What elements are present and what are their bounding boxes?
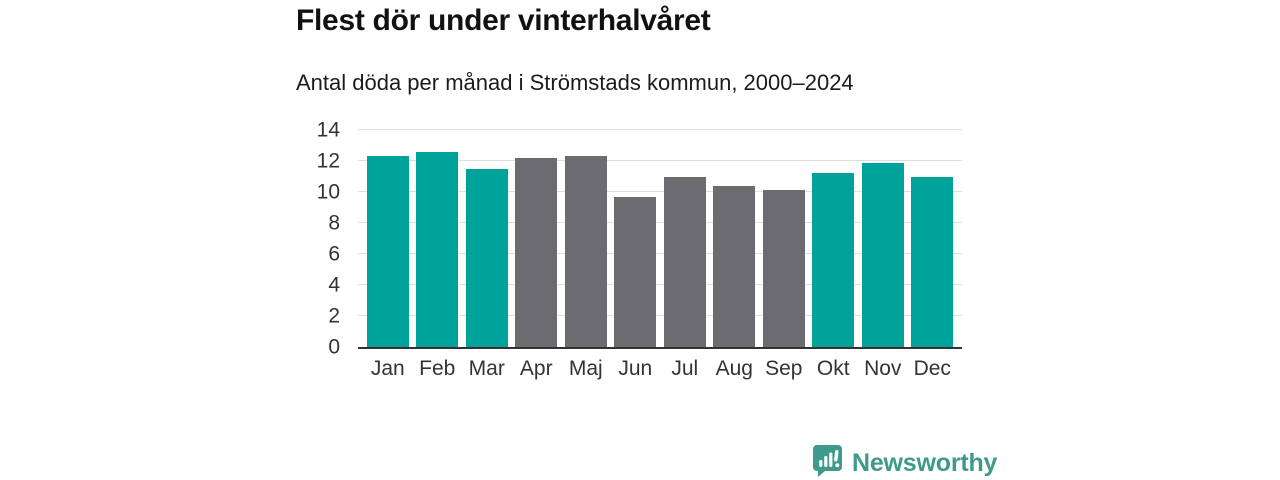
newsworthy-logo-text: Newsworthy (852, 449, 998, 477)
x-tick-label-maj: Maj (568, 357, 603, 380)
bar-feb (416, 151, 459, 347)
x-tick-label-apr: Apr (519, 357, 553, 380)
bar-slot-sep (759, 130, 809, 347)
newsworthy-logo-icon (812, 444, 843, 480)
bar-jul (663, 176, 706, 347)
y-tick-label-6: 6 (328, 242, 340, 266)
chart-title: Flest dör under vinterhalvåret (296, 4, 711, 37)
x-tick-label-feb: Feb (419, 357, 456, 380)
y-tick-label-0: 0 (328, 335, 340, 359)
x-axis-labels: Jan Feb Mar Apr Maj Jun Jul Aug Sep Okt Nov Dec (358, 357, 962, 381)
x-tick-label-sep: Sep (765, 357, 803, 380)
y-tick-label-10: 10 (316, 180, 340, 204)
bars (358, 130, 962, 347)
gridline-10 (358, 191, 962, 192)
bar-slot-maj (561, 130, 611, 347)
bar-slot-feb (413, 130, 463, 347)
y-tick-label-2: 2 (328, 304, 340, 328)
newsworthy-logo: Newsworthy (812, 444, 997, 480)
gridline-2 (358, 315, 962, 316)
bar-slot-aug (710, 130, 760, 347)
bar-nov (861, 162, 904, 347)
bar-apr (515, 157, 558, 347)
x-tick-label-mar: Mar (468, 357, 505, 380)
bar-jun (614, 196, 657, 347)
bar-maj (564, 156, 607, 347)
y-tick-label-8: 8 (328, 211, 340, 235)
bar-slot-apr (512, 130, 562, 347)
bar-jan (366, 156, 409, 347)
y-tick-label-14: 14 (316, 118, 340, 142)
gridline-4 (358, 284, 962, 285)
x-tick-label-jun: Jun (618, 357, 653, 380)
bar-slot-mar (462, 130, 512, 347)
bar-slot-jul (660, 130, 710, 347)
x-tick-label-jan: Jan (370, 357, 405, 380)
x-tick-label-jul: Jul (671, 357, 699, 380)
bar-aug (713, 185, 756, 347)
bar-slot-nov (858, 130, 908, 347)
y-tick-label-4: 4 (328, 273, 340, 297)
x-tick-label-dec: Dec (913, 357, 951, 380)
gridline-12 (358, 160, 962, 161)
y-axis-labels: 0 2 4 6 8 10 12 14 (296, 120, 348, 358)
bar-okt (812, 173, 855, 347)
bar-sep (762, 190, 805, 347)
bar-slot-jan (363, 130, 413, 347)
bar-mar (465, 168, 508, 347)
gridline-14 (358, 129, 962, 130)
x-tick-label-nov: Nov (864, 357, 902, 380)
bar-slot-okt (809, 130, 859, 347)
bar-slot-jun (611, 130, 661, 347)
x-tick-label-aug: Aug (715, 357, 753, 380)
bar-slot-dec (908, 130, 958, 347)
x-tick-label-okt: Okt (816, 357, 850, 380)
gridline-8 (358, 222, 962, 223)
gridline-6 (358, 253, 962, 254)
plot-area (358, 129, 962, 349)
bar-dec (911, 176, 954, 347)
y-tick-label-12: 12 (316, 149, 340, 173)
chart-subtitle: Antal döda per månad i Strömstads kommun… (296, 70, 854, 95)
